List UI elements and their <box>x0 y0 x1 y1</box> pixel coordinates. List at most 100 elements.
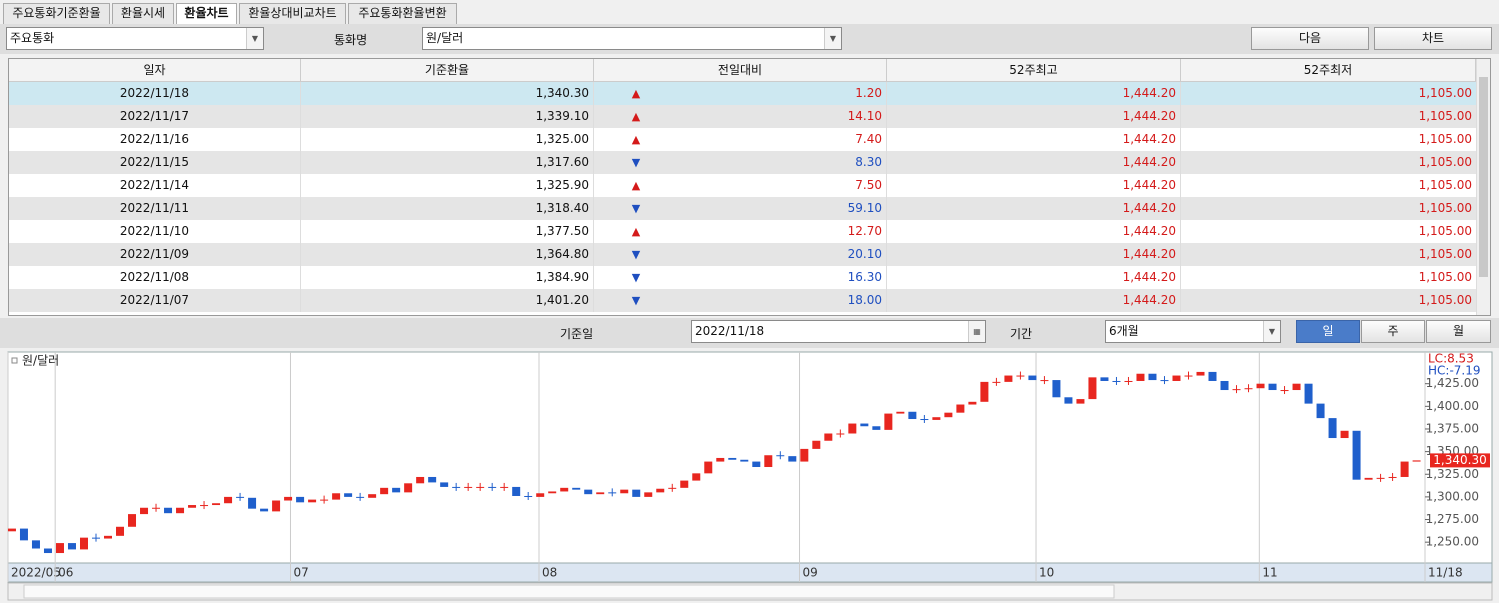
date-cell: 2022/11/14 <box>9 174 301 197</box>
row <box>9 243 1476 266</box>
label: 기간 <box>1010 327 1033 341</box>
chart-button[interactable]: 차트 <box>1374 27 1492 50</box>
candle <box>968 401 977 405</box>
candle <box>620 489 629 494</box>
header-cell: 일자 <box>9 59 301 82</box>
low-cell: 1,105.00 <box>1418 86 1472 100</box>
rate-cell: 1,364.80 <box>301 243 594 266</box>
low-cell: 1,105.00 <box>1418 132 1472 146</box>
tab[interactable]: 환율차트 <box>176 3 237 24</box>
scroll-thumb[interactable] <box>1479 77 1488 277</box>
price-marker-label: 1,340.30 <box>1433 453 1486 467</box>
candle <box>752 461 761 468</box>
candle <box>896 411 905 414</box>
change-arrow: ▲ <box>631 179 641 192</box>
candle <box>716 457 725 462</box>
date-cell: 2022/11/16 <box>9 128 301 151</box>
candle <box>812 440 821 449</box>
candle <box>512 486 521 496</box>
y-tick-label: 1,425.00 <box>1426 376 1479 390</box>
candle <box>536 493 545 497</box>
tab[interactable]: 주요통화기준환율 <box>3 3 110 24</box>
candle <box>548 491 557 494</box>
y-tick-label: 1,300.00 <box>1426 489 1479 503</box>
date-cell: 2022/11/07 <box>9 289 301 312</box>
change-cell: 7.50 <box>594 174 887 197</box>
dropdown-arrow[interactable]: ▼ <box>824 28 841 49</box>
low-cell: 1,105.00 <box>1418 201 1472 215</box>
candle <box>632 489 641 497</box>
low-cell: 1,105.00 <box>1418 247 1472 261</box>
high-cell: 1,444.20 <box>887 174 1181 197</box>
rate-cell: 1,384.90 <box>301 266 594 289</box>
group-select[interactable]: 주요통화 ▼ <box>6 27 264 50</box>
scroll-thumb[interactable] <box>23 584 1115 599</box>
date-cell: 2022/11/10 <box>9 220 301 243</box>
price-marker <box>1430 453 1490 468</box>
interval-option[interactable]: 월 <box>1426 320 1491 343</box>
y-tick-label: 1,400.00 <box>1426 399 1479 413</box>
candle <box>932 417 941 420</box>
calendar-button[interactable]: ▦ <box>968 321 985 342</box>
low-cell: 1,105.00 <box>1418 293 1472 307</box>
low-cell: 1,105.00 <box>1418 270 1472 284</box>
candle <box>1244 388 1253 390</box>
high-cell: 1,444.20 <box>887 128 1181 151</box>
rate-cell: 1,325.00 <box>301 128 594 151</box>
x-tick-label: 2022/05 <box>11 566 61 580</box>
label: 기준일 <box>560 327 594 341</box>
legend-swatch <box>11 357 18 364</box>
candle <box>1364 477 1373 480</box>
candle <box>1172 375 1181 381</box>
x-tick-label: 10 <box>1039 566 1054 580</box>
y-tick-label: 1,325.00 <box>1426 467 1479 481</box>
tab[interactable]: 환율상대비교차트 <box>239 3 346 24</box>
candle <box>740 459 749 462</box>
candle <box>19 528 28 541</box>
candle <box>920 419 929 421</box>
candle <box>452 486 461 488</box>
interval-option[interactable]: 주 <box>1361 320 1425 343</box>
scrollbar[interactable] <box>1476 59 1490 315</box>
candle <box>596 492 605 495</box>
date-cell: 2022/11/17 <box>9 105 301 128</box>
tab[interactable]: 환율시세 <box>112 3 174 24</box>
candle <box>560 487 569 492</box>
candle <box>1184 375 1193 377</box>
candle <box>320 499 329 501</box>
candle <box>1148 373 1157 381</box>
date-input[interactable]: 2022/11/18 ▦ <box>691 320 986 343</box>
candle <box>164 507 173 514</box>
currency-select[interactable]: 원/달러 ▼ <box>422 27 842 50</box>
row <box>9 220 1476 243</box>
candle <box>1232 389 1241 391</box>
period-select[interactable]: 6개월 ▼ <box>1105 320 1281 343</box>
candle <box>380 487 389 495</box>
interval-option[interactable]: 일 <box>1296 320 1360 343</box>
dropdown-arrow[interactable]: ▼ <box>246 28 263 49</box>
row <box>9 151 1476 174</box>
candle <box>728 457 737 460</box>
high-cell: 1,444.20 <box>887 220 1181 243</box>
high-cell: 1,444.20 <box>887 243 1181 266</box>
x-tick-label: 06 <box>58 566 73 580</box>
candle <box>104 535 113 539</box>
date-cell: 2022/11/08 <box>9 266 301 289</box>
change-arrow: ▼ <box>631 271 641 284</box>
low-cell: 1,105.00 <box>1418 224 1472 238</box>
change-cell: 16.30 <box>594 266 887 289</box>
next-button[interactable]: 다음 <box>1251 27 1369 50</box>
plot-area <box>7 351 1426 564</box>
dropdown-arrow[interactable]: ▼ <box>1263 321 1280 342</box>
date-cell: 2022/11/18 <box>9 82 301 105</box>
candle <box>800 448 809 462</box>
date-cell: 2022/11/09 <box>9 243 301 266</box>
change-arrow: ▼ <box>631 294 641 307</box>
candle <box>356 496 365 498</box>
x-tick-label: 07 <box>293 566 308 580</box>
tab[interactable]: 주요통화환율변환 <box>348 3 457 24</box>
high-cell: 1,444.20 <box>887 151 1181 174</box>
candle <box>79 537 88 550</box>
candle <box>296 496 305 503</box>
